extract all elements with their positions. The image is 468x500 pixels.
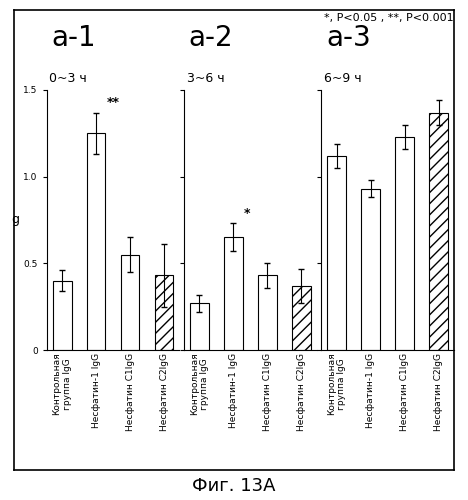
Y-axis label: g: g <box>11 214 19 226</box>
Text: 0~3 ч: 0~3 ч <box>50 72 87 85</box>
Bar <box>258 276 277 350</box>
Bar <box>361 189 380 350</box>
Text: **: ** <box>106 96 119 109</box>
Text: 3~6 ч: 3~6 ч <box>187 72 224 85</box>
Bar <box>190 303 209 350</box>
Text: a-1: a-1 <box>51 24 96 52</box>
Text: a-3: a-3 <box>326 24 371 52</box>
Text: *: * <box>243 207 250 220</box>
Bar <box>121 254 139 350</box>
Bar <box>155 276 173 350</box>
Bar <box>328 156 346 350</box>
Text: 6~9 ч: 6~9 ч <box>324 72 362 85</box>
Bar <box>224 238 243 350</box>
Text: Фиг. 13A: Фиг. 13A <box>192 477 276 495</box>
Bar <box>292 286 311 350</box>
Bar <box>395 137 414 350</box>
Text: *, P<0.05 , **, P<0.001: *, P<0.05 , **, P<0.001 <box>324 12 454 22</box>
Bar <box>429 112 448 350</box>
Text: a-2: a-2 <box>189 24 234 52</box>
Bar <box>87 134 105 350</box>
Bar <box>53 280 72 350</box>
